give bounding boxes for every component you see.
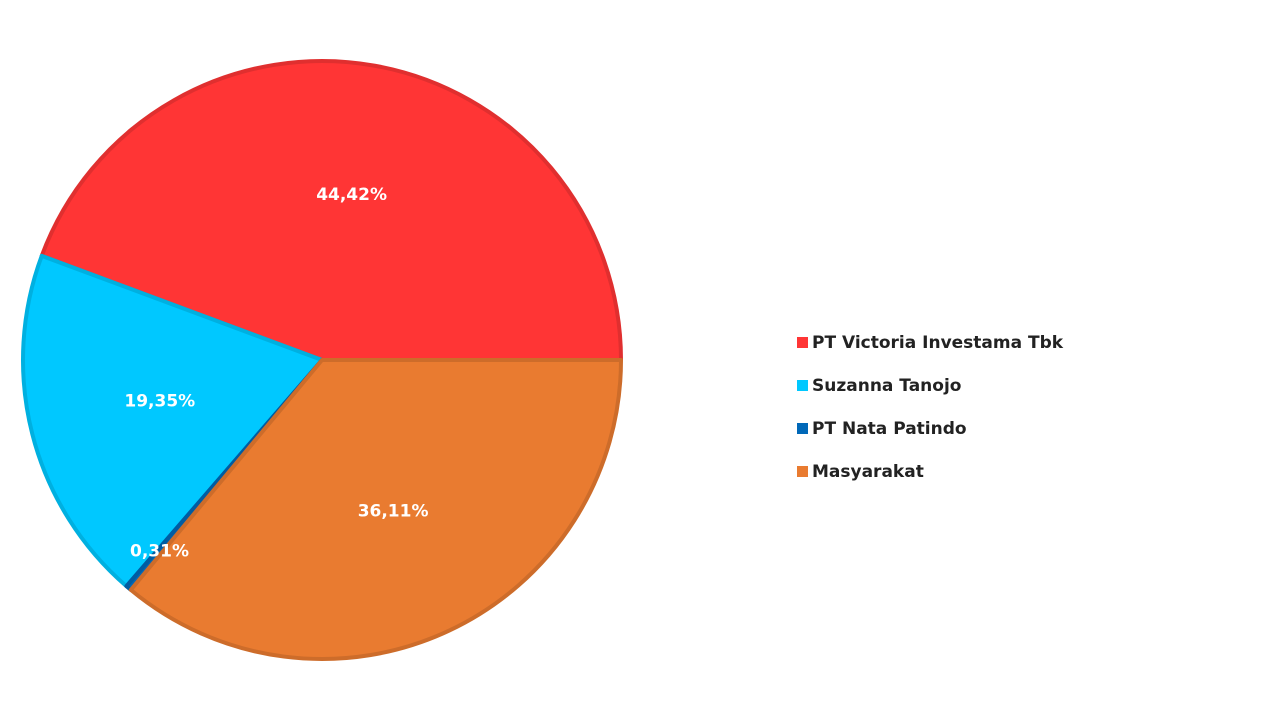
legend-item: PT Nata Patindo [797,407,1063,450]
slice-data-label: 44,42% [316,185,387,205]
legend-label: Suzanna Tanojo [812,375,962,396]
legend-label: Masyarakat [812,461,924,482]
legend-swatch [797,466,808,477]
legend: PT Victoria Investama Tbk Suzanna Tanojo… [797,321,1063,493]
slice-data-label: 36,11% [358,502,429,522]
legend-label: PT Victoria Investama Tbk [812,332,1064,353]
slice-data-label: 0,31% [130,542,189,562]
pie-slice [128,358,623,661]
legend-label: PT Nata Patindo [812,418,967,439]
pie-slice [39,59,623,362]
legend-item: Masyarakat [797,450,1063,493]
legend-swatch [797,337,808,348]
legend-item: PT Victoria Investama Tbk [797,321,1063,364]
legend-swatch [797,380,808,391]
legend-swatch [797,423,808,434]
slice-data-label: 19,35% [124,392,195,412]
pie-slice [21,253,324,589]
pie-chart: 44,42% 19,35% 0,31% 36,11% [21,59,623,661]
legend-item: Suzanna Tanojo [797,364,1063,407]
